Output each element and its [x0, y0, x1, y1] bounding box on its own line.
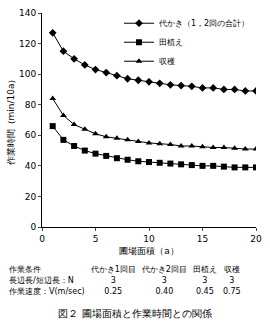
html-text:3: 3 — [202, 276, 208, 285]
html-text:長辺長/短辺長：N: 長辺長/短辺長：N — [9, 276, 74, 285]
svg-text:100: 100 — [19, 69, 36, 79]
svg-text:15: 15 — [197, 234, 208, 244]
svg-text:20: 20 — [250, 234, 262, 244]
svg-text:圃場面積（a）: 圃場面積（a） — [119, 246, 179, 256]
svg-text:60: 60 — [25, 130, 37, 140]
html-text:0.75: 0.75 — [222, 287, 241, 296]
svg-text:20: 20 — [25, 192, 37, 202]
html-text:作業速度：V(m/sec): 作業速度：V(m/sec) — [9, 287, 85, 296]
html-text:0.25: 0.25 — [104, 287, 123, 296]
svg-text:作業時間（min/10a）: 作業時間（min/10a） — [6, 75, 16, 167]
svg-text:5: 5 — [93, 234, 99, 244]
svg-text:120: 120 — [19, 39, 36, 49]
svg-text:収穫: 収穫 — [159, 57, 175, 66]
html-text:3: 3 — [110, 276, 116, 285]
html-text:田植え: 田植え — [192, 265, 217, 274]
svg-text:40: 40 — [25, 161, 37, 171]
html-text:図２ 圃場面積と作業時間との関係: 図２ 圃場面積と作業時間との関係 — [58, 308, 212, 319]
html-text:3: 3 — [229, 276, 235, 285]
html-text:収穫: 収穫 — [223, 265, 240, 274]
svg-text:0: 0 — [30, 222, 36, 232]
svg-text:10: 10 — [143, 234, 155, 244]
svg-text:代かき（1，2回の合計）: 代かき（1，2回の合計） — [158, 19, 249, 28]
html-text:作業条件: 作業条件 — [9, 265, 41, 274]
svg-text:0: 0 — [39, 234, 45, 244]
html-text:0.40: 0.40 — [155, 287, 174, 296]
html-text:代かき1回目: 代かき1回目 — [90, 265, 136, 274]
html-text:代かき2回目: 代かき2回目 — [141, 265, 187, 274]
svg-text:140: 140 — [19, 8, 36, 18]
svg-text:田植え: 田植え — [159, 38, 183, 47]
svg-text:80: 80 — [25, 100, 37, 110]
html-text:0.45: 0.45 — [196, 287, 214, 296]
html-text:3: 3 — [161, 276, 167, 285]
